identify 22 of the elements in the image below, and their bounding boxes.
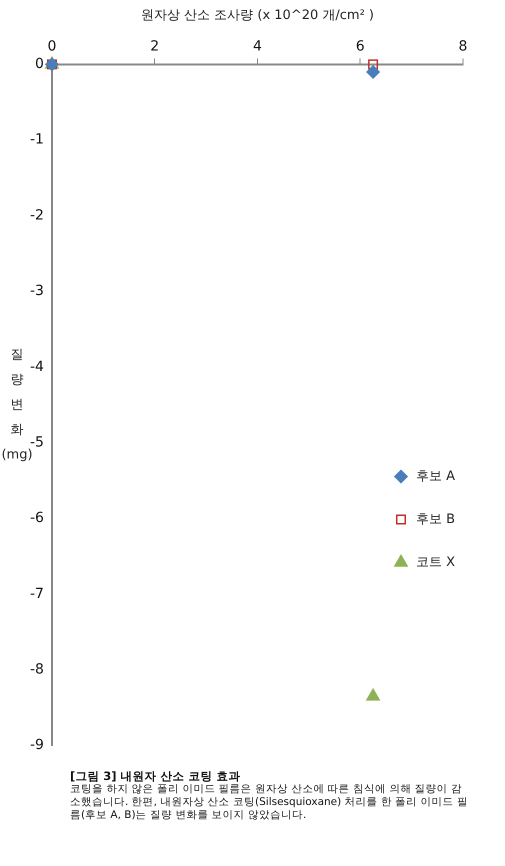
x-axis-title: 원자상 산소 조사량 (x 10^20 개/cm² ) — [140, 8, 374, 24]
y-tick-label: -7 — [30, 586, 44, 602]
point — [366, 65, 380, 79]
y-tick-label: 0 — [35, 56, 44, 72]
text: 코팅을 하지 않은 폴리 이미드 필름은 원자상 산소에 따른 침식에 의해 질량이 감소했습니다. 한편, 내원자상 산소 코팅(Silsesquioxane) 처리를 한 폴리 이미드 필름(후보 A, B)는 질량 변화를 보이지 않았습니다. — [70, 783, 469, 822]
y-tick-label: -9 — [30, 737, 44, 754]
x-tick-label: 2 — [150, 38, 160, 55]
legend-label: 후보 A — [416, 468, 456, 484]
point — [366, 688, 380, 701]
x-tick-label: 0 — [48, 38, 56, 55]
y-tick-label: -1 — [30, 132, 44, 148]
y-tick-label: -8 — [30, 662, 44, 678]
x-tick-label: 8 — [458, 38, 468, 55]
y-tick-label: -3 — [30, 283, 44, 300]
y-tick-label: -6 — [30, 510, 44, 526]
x-tick-label: 6 — [356, 38, 365, 55]
legend-label: 후보 B — [416, 512, 456, 527]
text: [그림 3] 내원자 산소 코팅 효과 — [70, 769, 242, 783]
x-tick-label: 4 — [253, 38, 262, 55]
y-tick-label: -2 — [30, 207, 44, 224]
point — [368, 59, 378, 70]
legend-label: 코트 X — [416, 554, 456, 570]
